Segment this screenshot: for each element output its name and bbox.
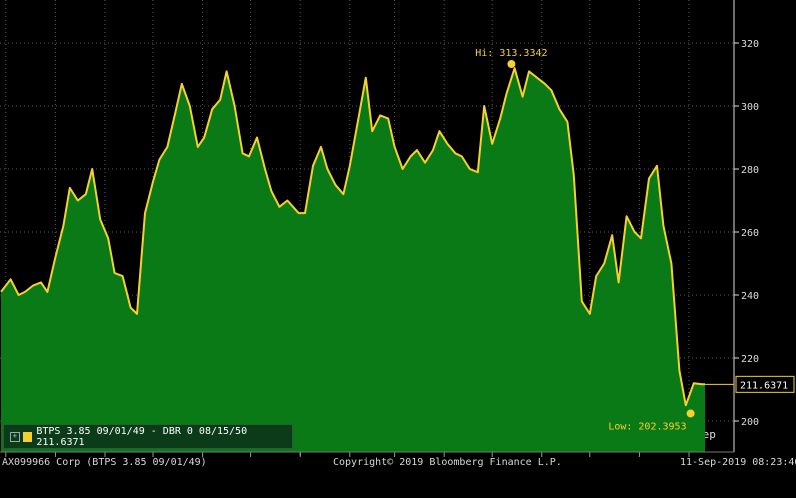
- series-legend[interactable]: + BTPS 3.85 09/01/49 - DBR 0 08/15/50 21…: [3, 424, 293, 449]
- y-tick-label: 260: [741, 228, 759, 239]
- footer-bar: AX099966 Corp (BTPS 3.85 09/01/49) Copyr…: [0, 455, 796, 471]
- y-tick-label: 240: [741, 291, 759, 302]
- y-tick-label: 280: [741, 165, 759, 176]
- y-tick-label: 320: [741, 39, 759, 50]
- series-line: [0, 67, 705, 407]
- timestamp: 11-Sep-2019 08:23:40: [680, 457, 796, 468]
- low-label: Low: 202.3953: [608, 421, 686, 432]
- legend-swatch: [22, 431, 33, 442]
- last-value-box: [735, 375, 795, 393]
- copyright-text: Copyright© 2019 Bloomberg Finance L.P.: [333, 457, 562, 468]
- low-marker: [686, 409, 695, 418]
- security-identifier: AX099966 Corp (BTPS 3.85 09/01/49): [2, 457, 207, 468]
- series-area: [1, 68, 705, 452]
- high-marker: [507, 59, 516, 68]
- legend-expand-icon[interactable]: +: [10, 431, 20, 442]
- legend-label: BTPS 3.85 09/01/49 - DBR 0 08/15/50 211.…: [36, 425, 248, 448]
- y-tick-label: 220: [741, 354, 759, 365]
- y-tick-label: 300: [741, 102, 759, 113]
- last-value-label: 211.6371: [740, 380, 788, 391]
- y-tick-label: 200: [741, 417, 759, 428]
- high-label: Hi: 313.3342: [475, 48, 547, 59]
